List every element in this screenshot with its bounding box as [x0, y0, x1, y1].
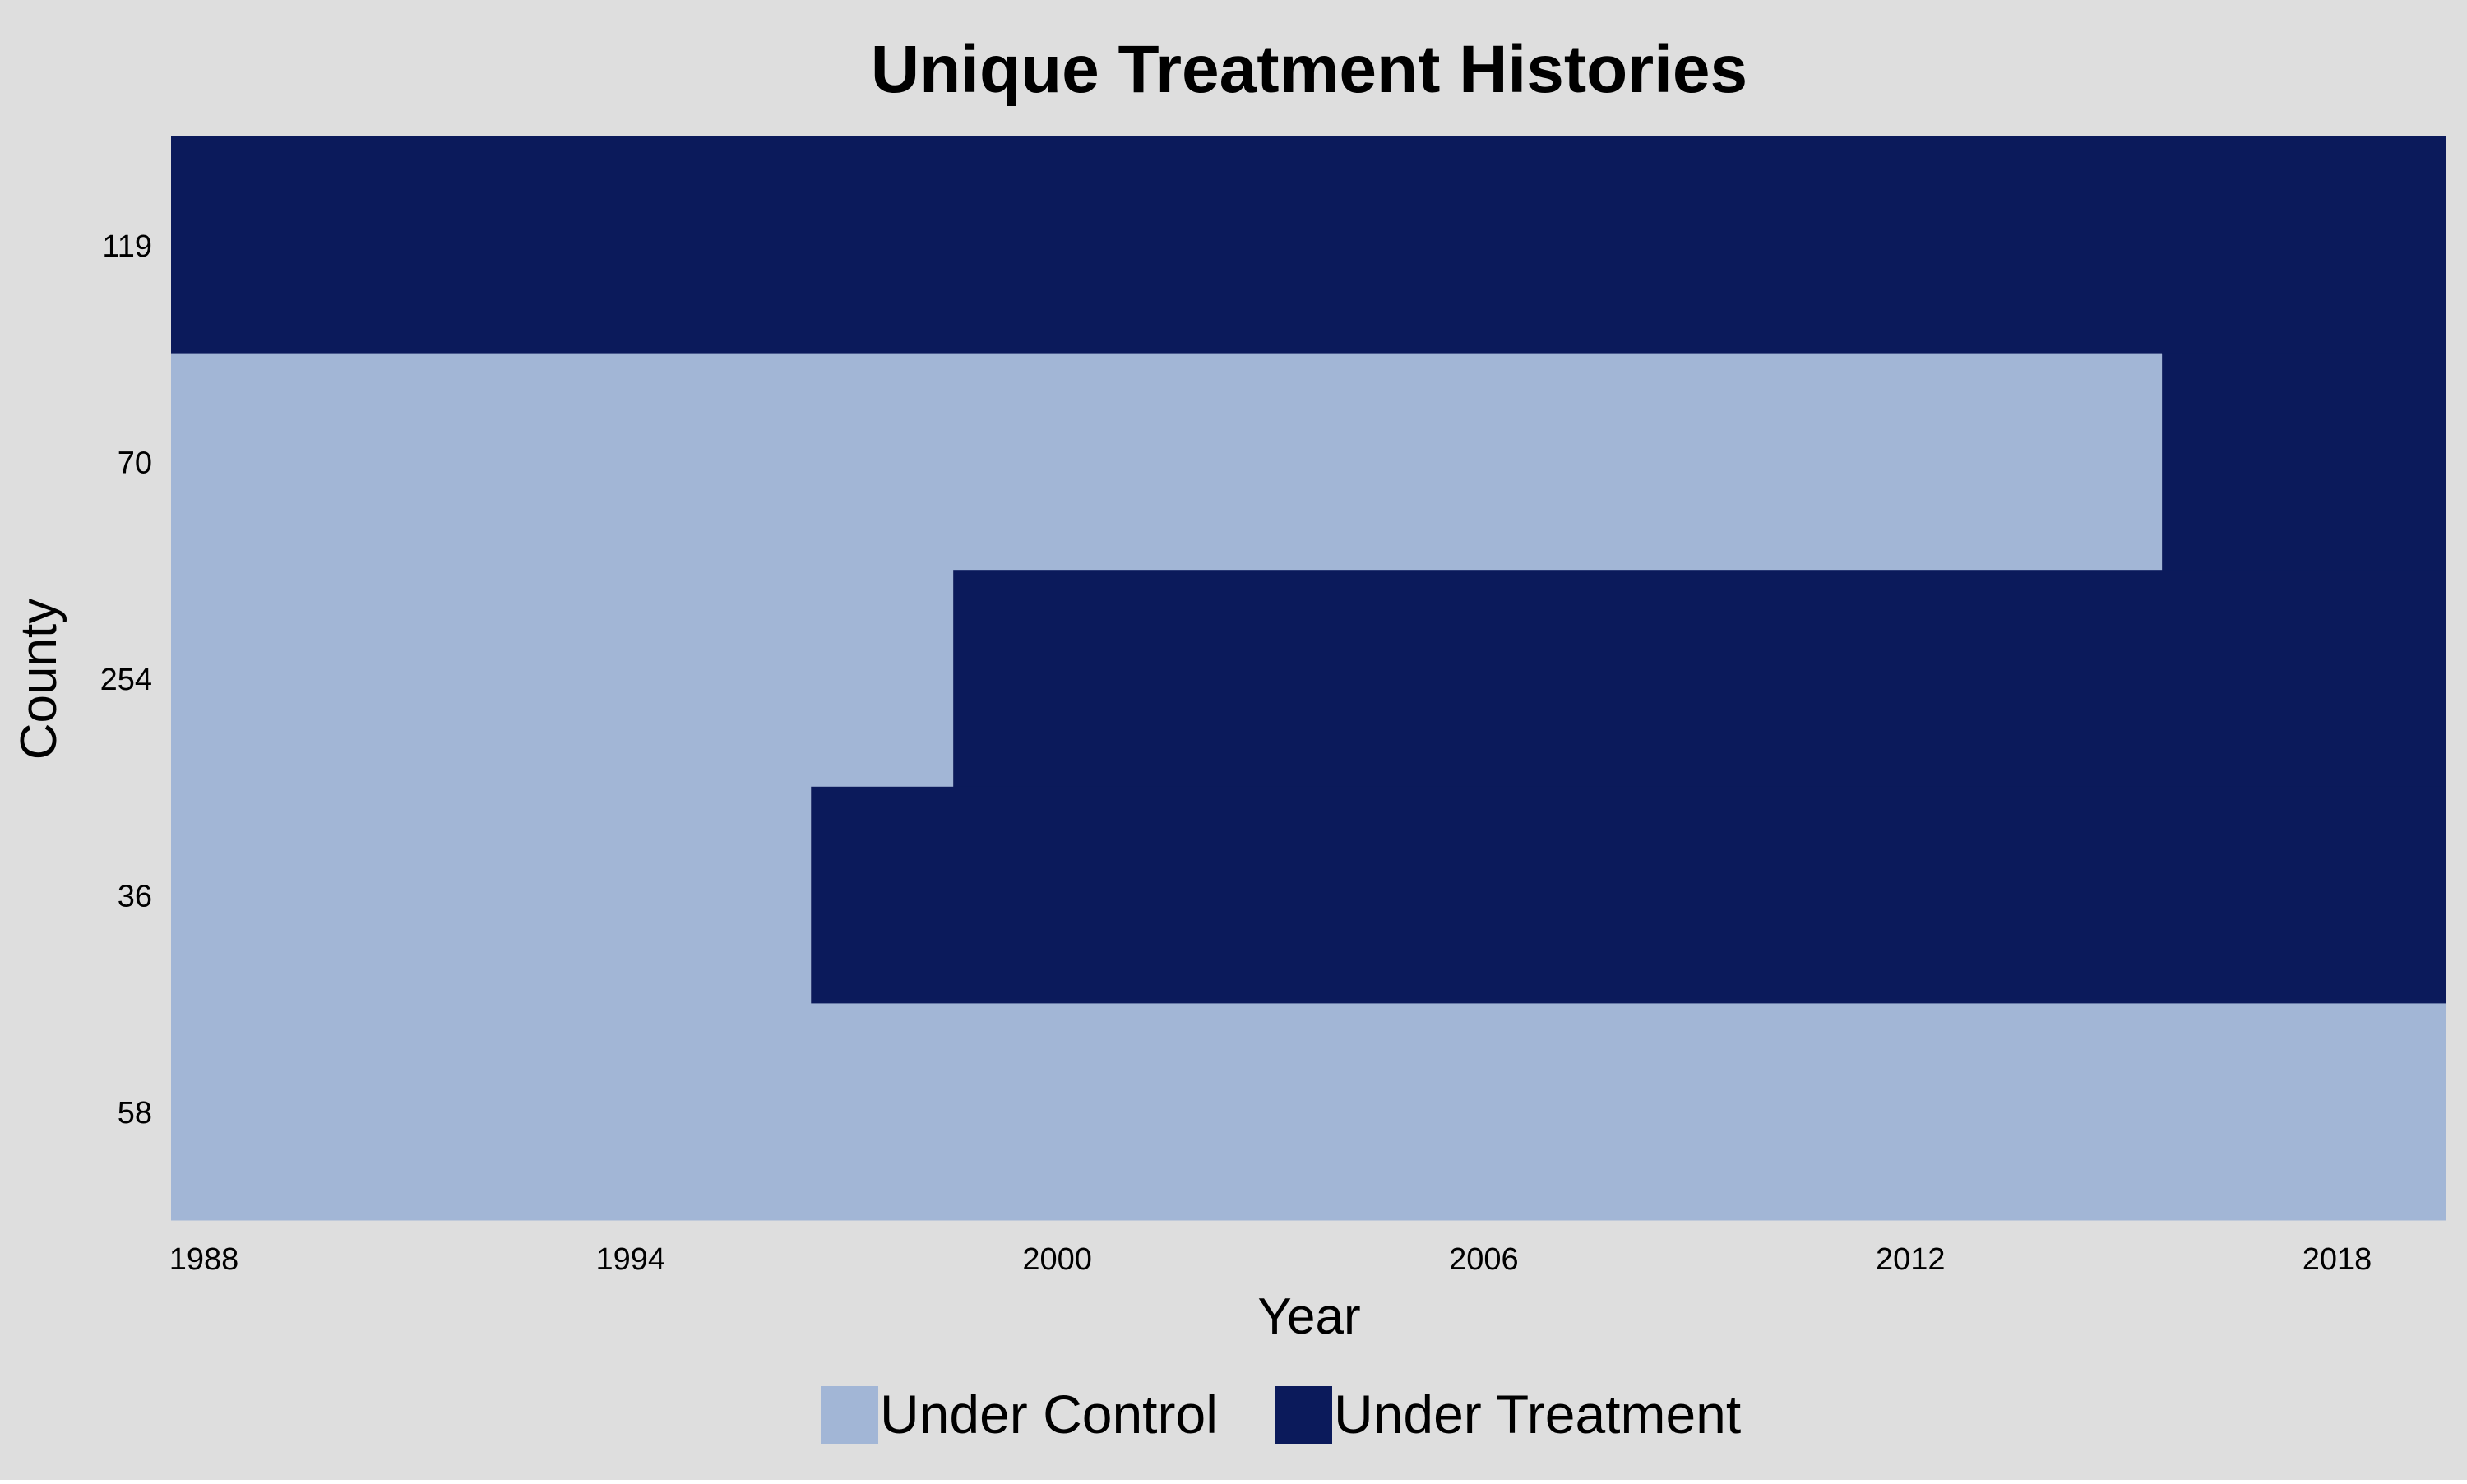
legend: Under Control Under Treatment	[821, 1384, 1741, 1445]
chart-title: Unique Treatment Histories	[871, 32, 1747, 107]
y-axis-label: County	[11, 599, 67, 760]
cell-control-70	[171, 353, 2163, 571]
legend-swatch-under-control	[821, 1386, 878, 1444]
cell-treatment-254	[953, 570, 2446, 788]
legend-swatch-under-treatment	[1275, 1386, 1332, 1444]
cell-control-36	[171, 786, 812, 1004]
x-tick-label-2006: 2006	[1449, 1242, 1519, 1277]
x-tick-labels: 1988 1994 2000 2006 2012 2018	[169, 1242, 2372, 1277]
x-tick-label-2012: 2012	[1876, 1242, 1946, 1277]
cell-treatment-119	[171, 136, 2446, 354]
y-tick-labels: 119 70 254 36 58	[100, 229, 152, 1130]
cell-control-254	[171, 570, 954, 788]
cell-treatment-70	[2162, 353, 2446, 571]
y-tick-label-36: 36	[118, 880, 152, 914]
cell-treatment-36	[811, 786, 2446, 1004]
x-tick-label-1994: 1994	[596, 1242, 666, 1277]
x-tick-label-2018: 2018	[2303, 1242, 2372, 1277]
y-tick-label-70: 70	[118, 446, 152, 480]
x-axis-label: Year	[1257, 1288, 1360, 1345]
x-tick-label-2000: 2000	[1022, 1242, 1092, 1277]
x-tick-label-1988: 1988	[169, 1242, 239, 1277]
y-tick-label-58: 58	[118, 1096, 152, 1130]
y-tick-label-254: 254	[100, 663, 152, 697]
legend-label-under-treatment: Under Treatment	[1334, 1384, 1741, 1445]
cell-control-58	[171, 1003, 2446, 1221]
y-tick-label-119: 119	[102, 229, 152, 264]
legend-label-under-control: Under Control	[880, 1384, 1218, 1445]
heatmap-cells	[171, 136, 2446, 1221]
